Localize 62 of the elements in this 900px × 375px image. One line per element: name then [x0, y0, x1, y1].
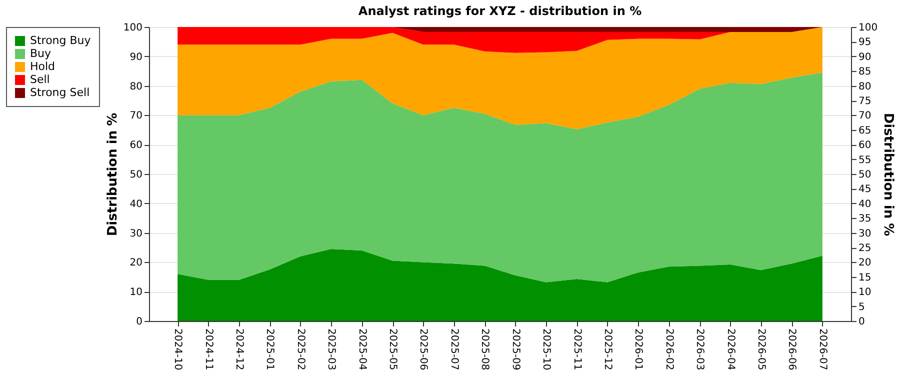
y2-tick-label: 10: [858, 287, 872, 298]
x-tick-label: 2026-06: [786, 328, 798, 370]
y-axis-title: Distribution in %: [105, 112, 120, 236]
x-tick-label: 2025-01: [264, 328, 276, 370]
y-tick-label: 10: [130, 287, 142, 298]
legend-label: Strong Sell: [30, 86, 90, 99]
y-tick-label: 90: [130, 52, 142, 63]
x-tick-label: 2025-10: [540, 328, 552, 370]
y2-tick-label: 55: [858, 154, 872, 166]
legend-label: Sell: [30, 73, 50, 86]
y-tick-label: 80: [130, 81, 142, 92]
y2-tick-label: 25: [858, 243, 872, 254]
x-tick-label: 2026-03: [694, 328, 706, 370]
x-tick-label: 2025-12: [602, 328, 613, 370]
x-tick-label: 2025-08: [479, 328, 490, 370]
x-tick-label: 2024-10: [172, 328, 184, 370]
x-tick-label: 2025-06: [418, 328, 429, 370]
y-tick-label: 20: [130, 258, 142, 269]
y2-tick-label: 15: [858, 272, 872, 284]
y2-tick-label: 5: [858, 302, 865, 313]
y2-tick-label: 50: [858, 170, 872, 180]
y2-tick-label: 40: [858, 198, 872, 210]
x-tick-label: 2025-07: [448, 328, 460, 370]
x-tick-label: 2024-11: [202, 328, 214, 370]
y2-tick-label: 85: [858, 66, 872, 78]
y2-tick-label: 30: [858, 228, 872, 240]
chart-title: Analyst ratings for XYZ - distribution in %: [358, 4, 642, 18]
y2-axis-title: Distribution in %: [880, 112, 896, 236]
y2-tick-label: 60: [858, 140, 872, 152]
y-tick-label: 70: [130, 110, 142, 122]
x-tick-label: 2025-05: [387, 328, 398, 370]
y2-tick-label: 45: [858, 184, 872, 196]
x-tick-label: 2025-02: [294, 328, 306, 370]
x-tick-label: 2026-04: [724, 328, 736, 370]
y-tick-label: 40: [130, 198, 142, 210]
y-tick-label: 0: [136, 316, 142, 328]
y2-tick-label: 80: [858, 81, 872, 92]
x-tick-label: 2025-11: [571, 328, 582, 370]
y2-tick-label: 65: [858, 125, 872, 136]
y2-tick-label: 95: [858, 37, 872, 48]
x-tick-label: 2026-02: [663, 328, 674, 370]
y-tick-label: 50: [130, 170, 142, 180]
x-tick-label: 2026-05: [756, 328, 767, 370]
legend-label: Hold: [30, 60, 56, 73]
x-tick-label: 2026-01: [632, 328, 644, 370]
y2-tick-label: 70: [858, 110, 872, 122]
y2-tick-label: 35: [858, 214, 872, 225]
y2-tick-label: 100: [858, 22, 878, 34]
x-tick-label: 2026-07: [816, 328, 828, 370]
y2-tick-label: 20: [858, 258, 872, 269]
y2-tick-label: 75: [858, 96, 872, 107]
y2-tick-label: 0: [858, 316, 865, 328]
x-tick-label: 2024-12: [233, 328, 244, 370]
x-tick-label: 2025-09: [510, 328, 521, 370]
y-tick-label: 60: [130, 140, 142, 152]
x-tick-label: 2025-04: [356, 328, 368, 370]
y2-tick-label: 90: [858, 52, 872, 63]
legend-label: Strong Buy: [30, 34, 92, 47]
y-tick-label: 100: [123, 22, 142, 34]
y-tick-label: 30: [130, 228, 142, 240]
legend-label: Buy: [30, 47, 52, 60]
x-tick-label: 2025-03: [326, 328, 337, 370]
